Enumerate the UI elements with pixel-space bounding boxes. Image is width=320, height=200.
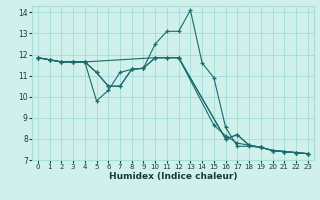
X-axis label: Humidex (Indice chaleur): Humidex (Indice chaleur) bbox=[108, 172, 237, 181]
